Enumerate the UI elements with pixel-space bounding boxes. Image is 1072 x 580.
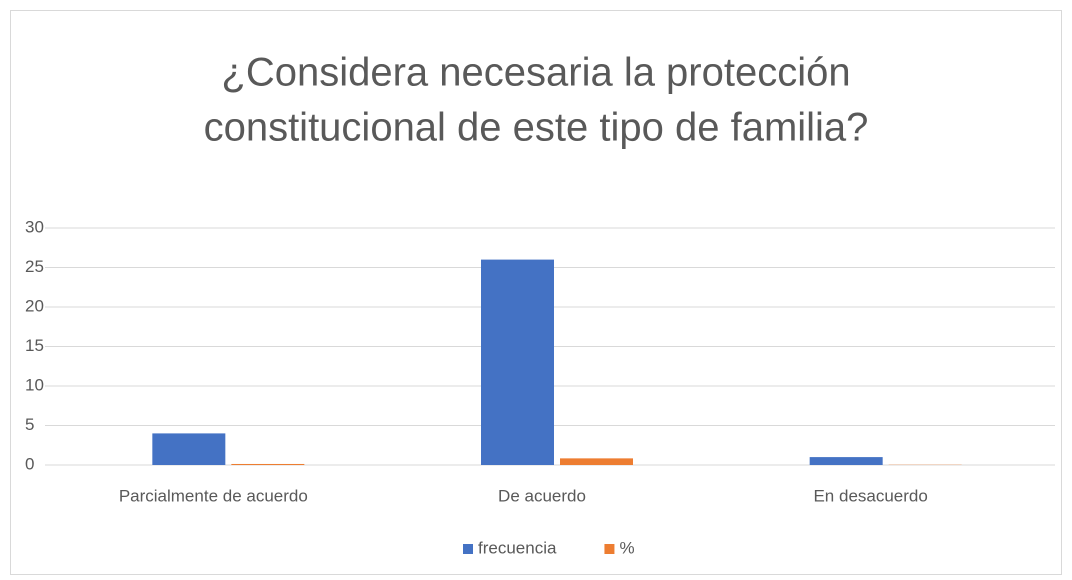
bar bbox=[231, 463, 305, 465]
chart-title: constitucional de este tipo de familia? bbox=[204, 106, 869, 150]
x-tick-label: En desacuerdo bbox=[813, 486, 927, 505]
y-tick-label: 5 bbox=[25, 415, 34, 434]
y-tick-label: 15 bbox=[25, 336, 44, 355]
y-tick-label: 10 bbox=[25, 375, 44, 394]
bar bbox=[809, 457, 883, 465]
y-tick-label: 0 bbox=[25, 454, 34, 473]
bar bbox=[152, 433, 226, 465]
legend-label: % bbox=[619, 538, 634, 557]
chart-title: ¿Considera necesaria la protección bbox=[221, 51, 850, 95]
y-tick-label: 25 bbox=[25, 257, 44, 276]
bar bbox=[481, 259, 554, 465]
x-tick-label: Parcialmente de acuerdo bbox=[119, 486, 308, 505]
legend-swatch bbox=[463, 544, 473, 554]
legend-label: frecuencia bbox=[478, 538, 557, 557]
y-tick-label: 30 bbox=[25, 217, 44, 236]
x-tick-label: De acuerdo bbox=[498, 486, 586, 505]
legend-swatch bbox=[604, 544, 615, 554]
y-tick-label: 20 bbox=[25, 296, 44, 315]
bar bbox=[560, 458, 633, 465]
